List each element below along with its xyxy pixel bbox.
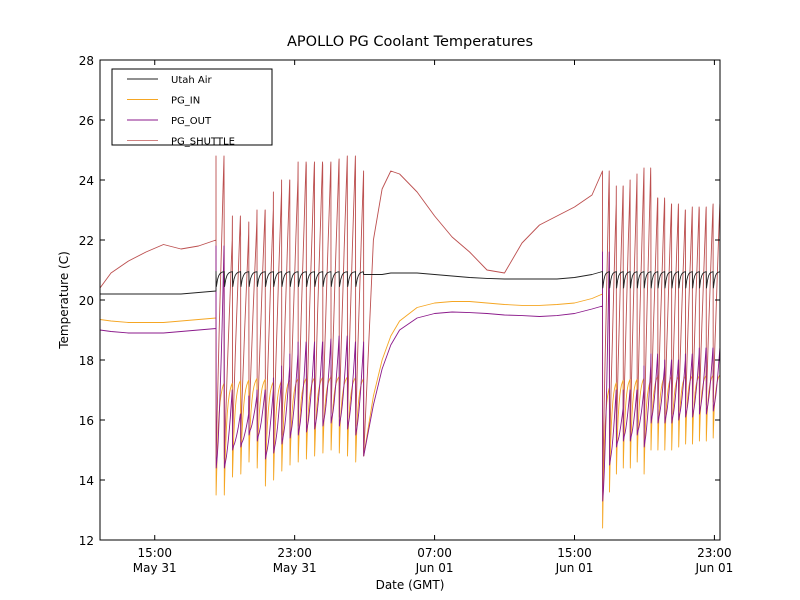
legend-label: PG_IN [171, 96, 200, 107]
x-tick-label-time: 15:00 [557, 546, 592, 560]
x-tick-label-date: Jun 01 [415, 561, 454, 575]
series-line-utah-air [100, 271, 720, 295]
y-tick-label: 20 [79, 294, 94, 308]
y-tick-label: 22 [79, 234, 94, 248]
x-tick-label-time: 15:00 [137, 546, 172, 560]
chart-title: APOLLO PG Coolant Temperatures [287, 34, 533, 50]
series-line-pg-out [100, 245, 720, 502]
y-tick-label: 16 [79, 414, 94, 428]
x-tick-label-date: May 31 [133, 561, 177, 575]
legend-label: PG_OUT [171, 116, 212, 127]
legend: Utah Air PG_IN PG_OUT PG_SHUTTLE [111, 68, 273, 148]
legend-label: PG_SHUTTLE [171, 137, 235, 148]
series-line-pg-shuttle [100, 155, 720, 493]
x-tick-label-date: Jun 01 [555, 561, 594, 575]
x-axis-label: Date (GMT) [376, 578, 445, 592]
x-tick-label-date: May 31 [273, 561, 317, 575]
y-tick-label: 28 [79, 54, 94, 68]
legend-box [111, 68, 273, 146]
y-tick-label: 26 [79, 114, 94, 128]
y-axis-label: Temperature (C) [57, 251, 71, 350]
y-tick-label: 24 [79, 174, 94, 188]
series-layer [100, 155, 720, 529]
x-tick-label-time: 07:00 [417, 546, 452, 560]
y-tick-label: 14 [79, 474, 94, 488]
x-tick-label-date: Jun 01 [694, 561, 733, 575]
legend-label: Utah Air [171, 75, 213, 86]
y-tick-label: 18 [79, 354, 94, 368]
y-tick-label: 12 [79, 534, 94, 548]
x-tick-label-time: 23:00 [697, 546, 732, 560]
y-axis: 12 14 16 18 20 22 24 26 28 [79, 54, 720, 548]
x-tick-label-time: 23:00 [277, 546, 312, 560]
